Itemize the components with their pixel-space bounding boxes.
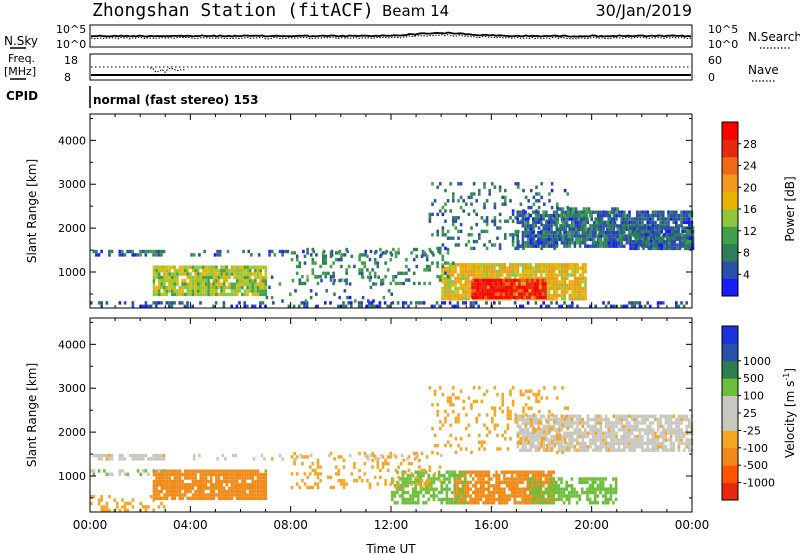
- freq-label: Freq.: [8, 52, 35, 65]
- noise-tick-bottom-right: 10^0: [708, 38, 738, 51]
- power-region-6: [290, 247, 455, 286]
- velocity-ytick-label: 3000: [58, 382, 86, 395]
- freq-unit-label: [MHz]: [4, 65, 36, 78]
- x-tick-label: 00:00: [73, 518, 108, 532]
- nave-label: Nave: [748, 63, 779, 77]
- velocity-colorbar-tick: -25: [743, 424, 761, 437]
- velocity-ytick-label: 1000: [58, 470, 86, 483]
- freq-panel: Freq. [MHz] 18 8 60 0 Nave: [4, 52, 779, 84]
- velocity-colorbar: 1000 500 100 25 -25 -100 -500 -1000 Velocity [m …: [721, 325, 797, 501]
- beam-label: Beam 14: [382, 2, 449, 20]
- power-ylabel: Slant Range [km]: [25, 159, 39, 263]
- velocity-colorbar-tick: 25: [743, 407, 757, 420]
- power-ytick-label: 2000: [58, 222, 86, 235]
- x-tick-label: 16:00: [474, 518, 509, 532]
- power-region-11: [265, 275, 393, 303]
- power-ytick-label: 3000: [58, 178, 86, 191]
- velocity-ytick-label: 2000: [58, 426, 86, 439]
- cpid-label: CPID: [6, 89, 38, 103]
- velocity-region-10: [192, 453, 443, 461]
- velocity-region-0: [152, 469, 268, 501]
- velocity-colorbar-tick: -500: [743, 459, 768, 472]
- velocity-colorbar-tick: -1000: [743, 477, 775, 490]
- freq-blip: [149, 67, 187, 74]
- velocity-region-7: [428, 386, 569, 455]
- nave-tick-60: 60: [708, 54, 722, 67]
- velocity-colorbar-tick: 1000: [743, 355, 771, 368]
- noise-tick-top-left: 10^5: [56, 23, 86, 36]
- power-colorbar-tick: 24: [743, 160, 757, 173]
- station-title: Zhongshan Station (fitACF): [92, 0, 374, 21]
- velocity-region-9: [90, 469, 166, 476]
- velocity-ytick-label: 4000: [58, 338, 86, 351]
- power-colorbar-tick: 12: [743, 225, 757, 238]
- x-tick-label: 00:00: [675, 518, 710, 532]
- power-ytick-label: 1000: [58, 266, 86, 279]
- velocity-region-4: [92, 453, 166, 461]
- power-colorbar-label: Power [dB]: [783, 176, 797, 241]
- power-region-0: [152, 265, 268, 297]
- freq-tick-8: 8: [64, 71, 71, 84]
- power-region-4: [90, 301, 688, 308]
- power-colorbar-tick: 8: [743, 247, 750, 260]
- power-ytick-label: 4000: [58, 134, 86, 147]
- x-tick-label: 04:00: [173, 518, 208, 532]
- noise-tick-top-right: 10^5: [708, 23, 738, 36]
- nsearch-label: N.Search: [748, 30, 800, 44]
- velocity-region-1: [453, 470, 556, 505]
- power-region-2: [471, 278, 547, 300]
- velocity-panel: 1000 2000 3000 4000 Slant Range [km] 00:00 04:…: [25, 317, 710, 532]
- velocity-colorbar-tick: -100: [743, 442, 768, 455]
- power-colorbar-tick: 28: [743, 138, 757, 151]
- nsearch-line: [90, 34, 692, 40]
- power-panel: 1000 2000 3000 4000 Slant Range [km]: [25, 113, 695, 309]
- freq-tick-18: 18: [64, 54, 78, 67]
- nave-tick-0: 0: [708, 71, 715, 84]
- power-region-3: [92, 249, 166, 257]
- velocity-ylabel: Slant Range [km]: [25, 363, 39, 467]
- x-tick-label: 08:00: [273, 518, 308, 532]
- power-colorbar-tick: 20: [743, 181, 757, 194]
- velocity-colorbar-tick: 500: [743, 372, 764, 385]
- power-region-10: [554, 207, 630, 242]
- date-label: 30/Jan/2019: [595, 1, 692, 20]
- x-axis-label: Time UT: [365, 542, 416, 554]
- cpid-text: normal (fast stereo) 153: [93, 93, 259, 107]
- velocity-region-8: [290, 451, 442, 490]
- nsky-line: [91, 31, 692, 38]
- power-colorbar: 28 24 20 16 12 8 4 Power [dB]: [721, 121, 797, 297]
- velocity-region-5: [90, 495, 166, 512]
- power-colorbar-tick: 16: [743, 203, 757, 216]
- nsky-label: N.Sky: [4, 34, 38, 48]
- x-tick-label: 20:00: [574, 518, 609, 532]
- velocity-colorbar-label: Velocity [m s-1]: [782, 368, 797, 458]
- noise-panel: N.Sky 10^5 10^0 10^5 10^0 N.Search: [4, 23, 800, 51]
- power-region-9: [629, 226, 695, 251]
- power-colorbar-tick: 4: [743, 268, 750, 281]
- velocity-colorbar-tick: 100: [743, 390, 764, 403]
- velocity-region-3: [529, 477, 618, 505]
- x-tick-label: 12:00: [374, 518, 409, 532]
- power-region-5: [190, 249, 440, 257]
- noise-tick-bottom-left: 10^0: [56, 38, 86, 51]
